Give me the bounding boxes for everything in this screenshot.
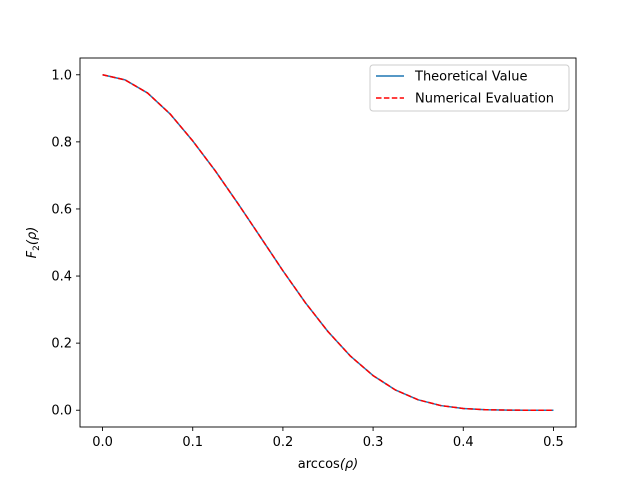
axes-frame xyxy=(79,57,577,428)
y-axis-label-sub: 2 xyxy=(32,245,42,251)
x-axis-label-main: arccos xyxy=(298,457,340,472)
x-axis-ticks: 0.0 0.1 0.2 0.3 0.4 0.5 xyxy=(92,427,564,450)
x-tick-label: 0.5 xyxy=(543,435,564,450)
x-axis-label: arccos(ρ) xyxy=(298,457,358,472)
x-tick-label: 0.3 xyxy=(363,435,384,450)
legend-box xyxy=(369,64,570,112)
series-line-numerical xyxy=(102,74,554,411)
y-tick-label: 0.6 xyxy=(51,202,72,217)
y-tick-label: 0.8 xyxy=(51,135,72,150)
x-tick-label: 0.2 xyxy=(273,435,294,450)
series-lines xyxy=(102,74,554,411)
y-tick-label: 0.4 xyxy=(51,270,72,285)
y-axis-label: F2(ρ) xyxy=(25,227,42,259)
x-tick-label: 0.0 xyxy=(92,435,113,450)
x-axis-label-arg: (ρ) xyxy=(340,457,358,472)
y-tick-label: 0.2 xyxy=(51,337,72,352)
legend-label-numerical: Numerical Evaluation xyxy=(415,92,554,107)
x-tick-label: 0.4 xyxy=(453,435,474,450)
legend-label-theoretical: Theoretical Value xyxy=(414,70,527,85)
y-axis-label-main: F xyxy=(25,250,40,258)
y-axis-ticks: 0.0 0.2 0.4 0.6 0.8 1.0 xyxy=(51,68,80,419)
y-axis-label-arg: (ρ) xyxy=(25,227,40,245)
x-tick-label: 0.1 xyxy=(182,435,203,450)
y-tick-label: 0.0 xyxy=(51,404,72,419)
y-tick-label: 1.0 xyxy=(51,68,72,83)
legend: Theoretical Value Numerical Evaluation xyxy=(369,64,570,112)
